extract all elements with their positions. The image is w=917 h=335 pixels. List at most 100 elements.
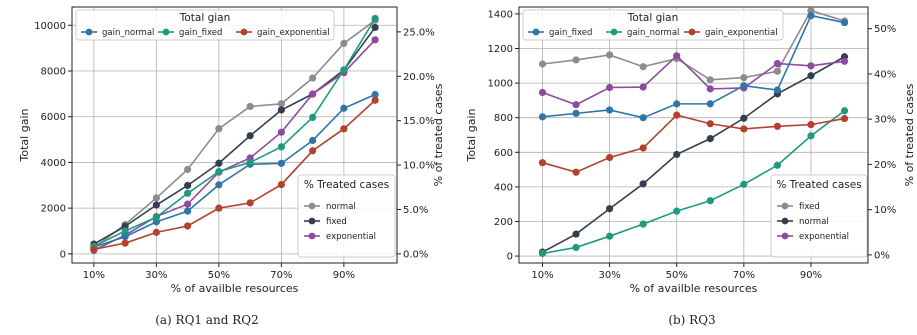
legend-treated-swatch-marker: [781, 217, 789, 225]
legend-treated-swatch-marker: [308, 217, 316, 225]
gain-point-gain_fixed: [184, 189, 192, 197]
gain-line-gain_exponential: [93, 99, 376, 251]
y2-tick-label: 0%: [874, 250, 890, 261]
treated-point-normal: [606, 205, 614, 213]
treated-point-fixed: [706, 76, 714, 84]
legend-treated-entry: exponential: [326, 232, 376, 242]
gain-point-gain_fixed: [807, 12, 815, 20]
legend-treated-entry: normal: [326, 202, 356, 212]
gain-line-gain_fixed: [542, 14, 845, 119]
y2-tick-label: 10%: [874, 205, 896, 216]
treated-point-normal: [673, 150, 681, 159]
treated-point-normal: [184, 165, 192, 174]
gain-point-gain_fixed: [840, 18, 849, 27]
gain-point-gain_fixed: [773, 86, 781, 94]
y2-axis-label: % of treated cases: [903, 83, 916, 186]
gain-point-gain_fixed: [740, 82, 748, 90]
gain-point-gain_exponential: [606, 153, 614, 162]
legend-treated-box: [770, 174, 868, 258]
treated-point-exponential: [639, 83, 647, 91]
gain-point-gain_normal: [740, 180, 748, 188]
treated-point-fixed: [152, 201, 160, 209]
treated-point-exponential: [538, 88, 547, 97]
legend-gain-title: Total gian: [627, 12, 679, 24]
gain-point-gain_exponential: [215, 204, 223, 212]
y-axis-label: Total gain: [18, 109, 31, 163]
y-tick-label: 8000: [41, 67, 66, 78]
gain-point-gain_fixed: [572, 109, 580, 117]
legend-gain-swatch-marker: [240, 28, 248, 36]
treated-point-normal: [309, 74, 317, 82]
gain-point-gain_normal: [606, 232, 614, 240]
y2-tick-label: 10.0%: [403, 161, 435, 172]
figure-caption: (a) RQ1 and RQ2: [155, 313, 259, 327]
y2-tick-label: 20.0%: [403, 72, 435, 83]
gain-point-gain_fixed: [152, 213, 160, 221]
gain-point-gain_fixed: [639, 114, 647, 122]
treated-point-exponential: [572, 101, 580, 109]
y-tick-label: 4000: [41, 158, 66, 169]
legend-gain-swatch-marker: [532, 28, 540, 36]
gain-point-gain_fixed: [215, 167, 223, 176]
gain-point-gain_exponential: [639, 144, 647, 152]
gain-point-gain_exponential: [340, 125, 348, 133]
gain-point-gain_fixed: [706, 100, 714, 108]
plot-frame: [518, 6, 869, 264]
treated-point-exponential: [706, 85, 714, 93]
treated-point-fixed: [773, 67, 781, 75]
y-tick-label: 0: [60, 249, 66, 260]
y-tick-label: 10000: [34, 21, 66, 32]
y-tick-label: 400: [494, 182, 513, 193]
gain-point-gain_normal: [840, 107, 849, 115]
y2-tick-label: 30%: [874, 115, 896, 126]
gain-line-gain_fixed: [93, 18, 376, 248]
legend-gain-swatch-marker: [162, 28, 170, 36]
y2-tick-label: 20%: [874, 160, 896, 171]
treated-point-normal: [277, 100, 285, 108]
y2-axis-label: % of treated cases: [432, 83, 445, 186]
legend-gain-swatch-marker: [688, 28, 696, 36]
gain-point-gain_exponential: [673, 111, 681, 119]
gain-point-gain_exponential: [840, 114, 849, 123]
treated-point-fixed: [184, 181, 192, 190]
y-tick-label: 2000: [41, 204, 66, 215]
treated-point-exponential: [773, 59, 781, 68]
treated-point-exponential: [184, 200, 192, 208]
treated-line-fixed: [542, 9, 845, 81]
y-axis-label: Total gain: [465, 109, 478, 163]
legend-treated-swatch-marker: [781, 232, 789, 240]
y2-tick-label: 0.0%: [403, 249, 428, 260]
gain-point-gain_exponential: [184, 222, 192, 230]
gain-point-gain_normal: [773, 161, 781, 169]
treated-point-exponential: [309, 90, 317, 98]
treated-point-normal: [152, 194, 160, 202]
legend-treated-swatch-marker: [781, 202, 789, 210]
legend-treated-entry: exponential: [799, 232, 849, 242]
treated-point-normal: [740, 114, 748, 122]
treated-point-normal: [572, 230, 580, 238]
treated-point-normal: [706, 135, 714, 143]
x-tick-label: 50%: [208, 270, 230, 281]
legend-gain-title: Total gian: [179, 12, 231, 24]
treated-point-fixed: [371, 23, 379, 32]
gain-point-gain_exponential: [90, 245, 98, 253]
x-tick-label: 30%: [145, 270, 167, 281]
x-tick-label: 10%: [83, 270, 105, 281]
gain-point-gain_exponential: [538, 159, 547, 167]
gain-point-gain_normal: [572, 243, 580, 252]
x-tick-label: 90%: [800, 270, 822, 281]
x-tick-label: 70%: [733, 270, 755, 281]
gain-point-gain_exponential: [371, 96, 379, 104]
gain-point-gain_fixed: [606, 106, 614, 114]
treated-point-fixed: [807, 7, 815, 15]
gain-point-gain_fixed: [371, 14, 379, 23]
gain-point-gain_normal: [121, 233, 129, 241]
gain-point-gain_exponential: [740, 125, 748, 133]
y-tick-label: 800: [494, 113, 513, 124]
legend-treated-box: [297, 174, 396, 258]
gain-point-gain_normal: [309, 136, 317, 145]
gain-point-gain_exponential: [773, 122, 781, 130]
treated-point-fixed: [572, 56, 580, 64]
treated-point-exponential: [840, 57, 849, 65]
treated-point-fixed: [215, 159, 223, 167]
